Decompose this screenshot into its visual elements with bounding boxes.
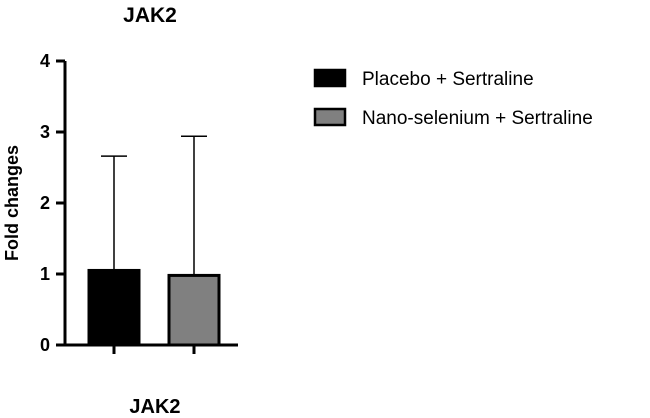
y-axis-label: Fold changes — [2, 145, 22, 261]
legend-swatch — [313, 68, 347, 88]
bars-group — [87, 135, 221, 354]
legend: Placebo + Sertraline Nano-selenium + Sert… — [313, 68, 593, 129]
y-tick-label: 1 — [40, 264, 50, 284]
legend-label: Placebo + Sertraline — [362, 69, 534, 90]
y-tick-label: 4 — [40, 51, 50, 71]
y-tick-label: 2 — [40, 193, 50, 213]
bar — [167, 273, 221, 347]
x-axis-label: JAK2 — [129, 396, 180, 418]
bar — [87, 268, 141, 347]
y-tick-label: 0 — [40, 335, 50, 355]
y-axis-ticks: 0 1 2 3 4 — [40, 51, 65, 355]
chart-title: JAK2 — [123, 4, 177, 27]
legend-label: Nano-selenium + Sertraline — [362, 108, 593, 129]
y-tick-label: 3 — [40, 122, 50, 142]
legend-swatch — [313, 107, 347, 127]
